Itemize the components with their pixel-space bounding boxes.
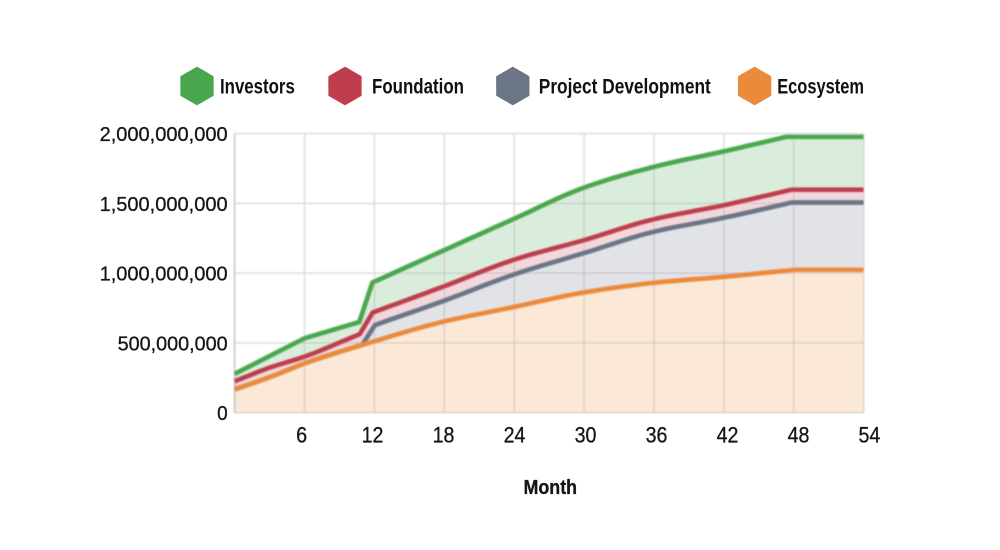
svg-text:0: 0 <box>217 402 228 425</box>
svg-text:24: 24 <box>504 422 526 447</box>
svg-text:2,000,000,000: 2,000,000,000 <box>100 123 228 146</box>
svg-text:1,500,000,000: 1,500,000,000 <box>100 193 228 216</box>
svg-text:18: 18 <box>433 422 455 447</box>
svg-text:54: 54 <box>859 422 881 447</box>
svg-text:Ecosystem: Ecosystem <box>777 73 864 98</box>
svg-text:Foundation: Foundation <box>372 73 464 98</box>
svg-text:1,000,000,000: 1,000,000,000 <box>100 263 228 286</box>
svg-text:36: 36 <box>646 422 668 447</box>
svg-text:500,000,000: 500,000,000 <box>118 332 228 355</box>
svg-text:6: 6 <box>296 422 307 447</box>
svg-text:Investors: Investors <box>220 73 295 98</box>
svg-text:Month: Month <box>524 477 578 499</box>
svg-text:12: 12 <box>362 422 384 447</box>
svg-text:30: 30 <box>575 422 597 447</box>
svg-text:48: 48 <box>788 422 810 447</box>
svg-text:Project Development: Project Development <box>539 73 711 98</box>
svg-text:42: 42 <box>717 422 739 447</box>
